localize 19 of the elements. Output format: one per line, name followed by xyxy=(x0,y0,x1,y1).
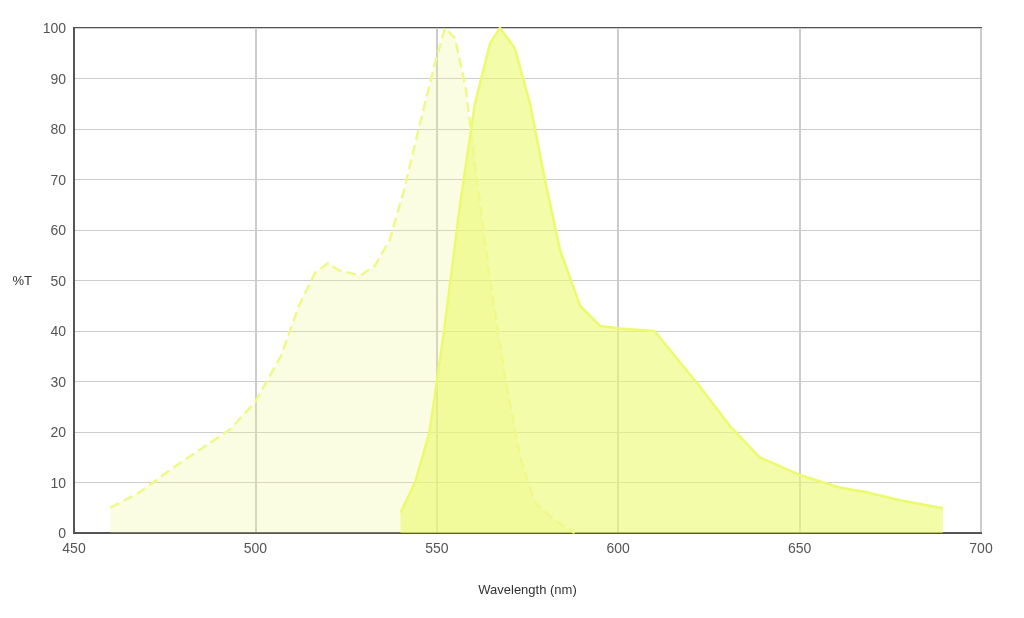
x-tick-label: 450 xyxy=(62,540,86,556)
y-tick-label: 80 xyxy=(50,121,67,137)
x-tick-label: 550 xyxy=(425,540,449,556)
y-tick-label: 70 xyxy=(50,171,67,188)
x-tick-label: 600 xyxy=(606,540,631,556)
y-tick-label: 0 xyxy=(58,525,67,541)
y-tick-label: 30 xyxy=(50,373,67,390)
y-tick-label: 100 xyxy=(42,20,67,36)
x-axis-title: Wavelength (nm) xyxy=(478,582,577,597)
y-axis-title: %T xyxy=(12,273,33,288)
y-tick-label: 10 xyxy=(50,474,67,491)
y-tick-label: 40 xyxy=(50,323,67,339)
x-tick-label: 700 xyxy=(969,540,993,556)
x-tick-label: 500 xyxy=(243,540,268,556)
y-tick-label: 50 xyxy=(50,272,67,289)
y-tick-label: 60 xyxy=(50,222,67,238)
y-tick-label: 90 xyxy=(50,70,67,87)
y-tick-label: 20 xyxy=(50,424,67,440)
x-tick-label: 650 xyxy=(787,540,812,556)
